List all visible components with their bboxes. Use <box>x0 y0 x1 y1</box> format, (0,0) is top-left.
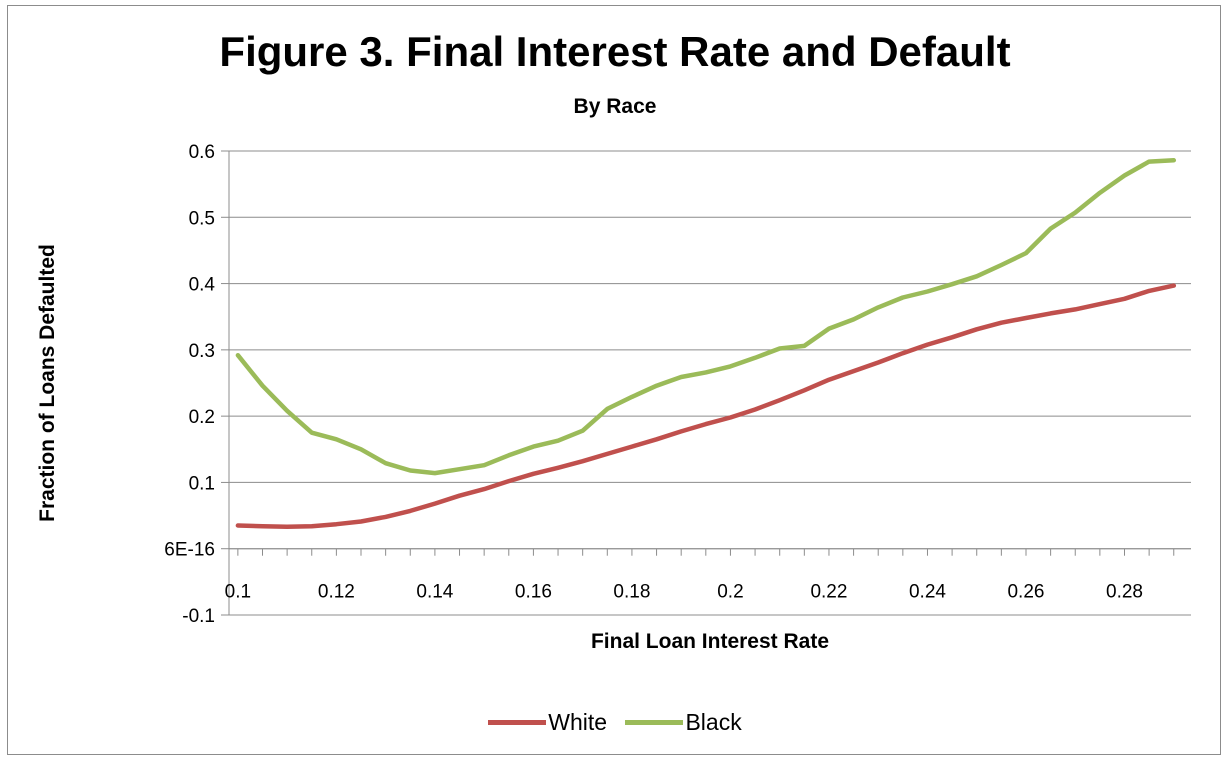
x-tick-label: 0.2 <box>717 582 743 603</box>
y-tick-label: 0.5 <box>189 208 215 229</box>
y-tick-label: 0.3 <box>189 341 215 362</box>
x-tick-label: 0.18 <box>613 582 650 603</box>
x-axis-label: Final Loan Interest Rate <box>590 630 830 653</box>
legend-swatch-black <box>625 720 684 725</box>
x-tick-label: 0.26 <box>1007 582 1044 603</box>
legend: White Black <box>0 704 1230 736</box>
legend-swatch-white <box>488 720 547 725</box>
series-line-white <box>235 283 1177 530</box>
y-tick-label: 0.1 <box>189 473 215 494</box>
y-tick-label: 0.6 <box>189 142 215 163</box>
chart-subtitle: By Race <box>573 95 657 118</box>
legend-item-black: Black <box>625 709 742 736</box>
legend-item-white: White <box>488 709 607 736</box>
chart-frame <box>7 5 1221 755</box>
legend-label-black: Black <box>685 709 742 735</box>
x-tick-label: 0.24 <box>909 582 946 603</box>
y-tick-label: 6E-16 <box>164 540 215 561</box>
y-tick-label: 0.2 <box>189 407 215 428</box>
x-tick-label: 0.16 <box>515 582 552 603</box>
x-tick-label: 0.1 <box>225 582 251 603</box>
y-tick-label: -0.1 <box>182 606 215 627</box>
chart-title: Figure 3. Final Interest Rate and Defaul… <box>219 28 1011 75</box>
x-tick-label: 0.22 <box>810 582 847 603</box>
x-tick-label: 0.12 <box>318 582 355 603</box>
x-tick-label: 0.28 <box>1106 582 1143 603</box>
x-tick-label: 0.14 <box>416 582 453 603</box>
y-tick-label: 0.4 <box>189 275 216 296</box>
legend-label-white: White <box>548 709 608 735</box>
series-line-black <box>235 158 1177 476</box>
